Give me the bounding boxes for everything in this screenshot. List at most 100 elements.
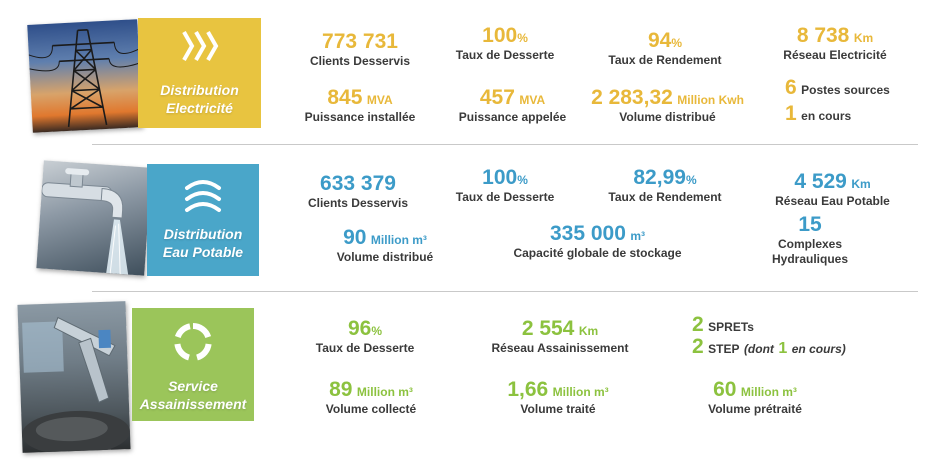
stat-value: 90 — [343, 226, 367, 249]
water-waves-icon — [185, 180, 221, 212]
stat-label: Volume collecté — [325, 402, 417, 416]
stat-value: 8 738 — [796, 24, 850, 47]
stat-value: 2 — [692, 335, 704, 358]
stat-elec-desserte: 100% Taux de Desserte — [440, 24, 570, 63]
stat-elec-en-cours: 1 en cours — [785, 102, 851, 126]
stat-unit: % — [685, 173, 697, 187]
water-tile: Distribution Eau Potable — [147, 164, 259, 276]
sanitation-title-line2: Assainissement — [139, 396, 247, 412]
electricity-waves-icon — [182, 31, 219, 61]
stat-value: 94 — [647, 29, 672, 52]
stat-label: Volume distribué — [336, 250, 434, 264]
stat-elec-puissance-installee: 845 MVA Puissance installée — [290, 86, 430, 125]
stat-label: Capacité globale de stockage — [513, 246, 682, 260]
stat-elec-reseau: 8 738 Km Réseau Electricité — [765, 24, 905, 63]
stat-unit: Km — [853, 31, 874, 45]
stat-unit: Km — [578, 324, 599, 338]
stat-label: Volume distribué — [619, 110, 716, 124]
recycle-ring-icon — [174, 323, 212, 361]
stat-water-rendement: 82,99% Taux de Rendement — [595, 166, 735, 205]
stat-value: 2 283,32 — [591, 86, 673, 109]
water-title-line1: Distribution — [163, 226, 243, 242]
stat-unit: % — [517, 31, 528, 45]
stat-unit: Million m³ — [356, 385, 413, 399]
stat-label: Taux de Desserte — [315, 341, 415, 355]
stat-unit: Million m³ — [552, 385, 609, 399]
stat-unit: Km — [851, 177, 871, 191]
electricity-tile: Distribution Electricité — [138, 18, 261, 128]
stat-value: 82,99 — [633, 166, 686, 189]
stat-value: 4 529 — [794, 170, 847, 193]
stat-label: Volume prétraité — [708, 402, 802, 416]
stat-note-value: 1 — [778, 340, 788, 357]
electricity-title-line2: Electricité — [166, 100, 233, 116]
water-title-line2: Eau Potable — [162, 244, 244, 260]
stat-value: 89 — [329, 378, 353, 401]
stat-label: Taux de Desserte — [455, 190, 555, 204]
stat-label: STEP — [708, 342, 740, 356]
stat-value: 6 — [785, 76, 797, 99]
stat-value: 633 379 — [320, 172, 396, 195]
water-tap-photo — [36, 160, 152, 276]
stat-elec-clients: 773 731 Clients Desservis — [290, 30, 430, 69]
stat-label: SPRETs — [708, 320, 754, 334]
stat-elec-rendement: 94% Taux de Rendement — [595, 29, 735, 68]
stat-value: 1 — [785, 102, 797, 125]
stat-value: 773 731 — [322, 30, 398, 53]
stat-label-line2: Hydrauliques — [771, 252, 849, 266]
stat-water-complexes: 15 Complexes Hydrauliques — [755, 213, 865, 267]
stat-value: 2 — [692, 313, 704, 336]
stat-label: en cours — [801, 109, 852, 123]
stat-label: Clients Desservis — [309, 54, 411, 68]
sanitation-tile: Service Assainissement — [132, 308, 254, 421]
stat-elec-postes: 6 Postes sources — [785, 76, 890, 100]
stat-value: 60 — [713, 378, 737, 401]
stat-water-clients: 633 379 Clients Desservis — [288, 172, 428, 211]
stat-value: 457 — [479, 86, 515, 109]
stat-value: 845 — [327, 86, 363, 109]
stat-label: Taux de Desserte — [455, 48, 555, 62]
stat-unit: % — [371, 324, 383, 338]
stat-label: Taux de Rendement — [608, 53, 722, 67]
stat-unit: MVA — [366, 93, 393, 107]
stat-water-desserte: 100% Taux de Desserte — [440, 166, 570, 205]
stat-label-line1: Complexes — [777, 237, 843, 251]
stat-san-traite: 1,66 Million m³ Volume traité — [483, 378, 633, 417]
stat-san-reseau: 2 554 Km Réseau Assainissement — [485, 317, 635, 356]
stat-unit: Million Kwh — [677, 93, 744, 107]
stat-value: 1,66 — [507, 378, 549, 401]
stat-elec-puissance-appelee: 457 MVA Puissance appelée — [445, 86, 580, 125]
stat-unit: MVA — [519, 93, 546, 107]
electricity-photo — [27, 19, 143, 133]
stat-value: 335 000 — [549, 222, 626, 245]
stat-unit: m³ — [630, 229, 646, 243]
stat-label: Réseau Assainissement — [491, 341, 629, 355]
stat-note-prefix: (dont — [743, 342, 774, 356]
stat-san-sprets: 2 SPRETs — [692, 313, 754, 337]
stat-san-pretraite: 60 Million m³ Volume prétraité — [680, 378, 830, 417]
stat-unit: Million m³ — [370, 233, 427, 247]
sanitation-title-line1: Service — [168, 378, 218, 394]
stat-label: Clients Desservis — [307, 196, 409, 210]
stat-label: Volume traité — [520, 402, 596, 416]
stat-san-collecte: 89 Million m³ Volume collecté — [296, 378, 446, 417]
stat-label: Réseau Electricité — [783, 48, 887, 62]
section-divider — [92, 291, 918, 292]
stat-value: 2 554 — [521, 317, 575, 340]
stat-san-desserte: 96% Taux de Desserte — [295, 317, 435, 356]
stat-value: 96 — [347, 317, 372, 340]
sanitation-photo — [17, 301, 131, 453]
stat-note-suffix: en cours) — [791, 342, 846, 356]
stat-unit: % — [517, 173, 528, 187]
stat-label: Puissance appelée — [458, 110, 567, 124]
stat-water-stockage: 335 000 m³ Capacité globale de stockage — [500, 222, 695, 261]
tap-illustration — [41, 168, 129, 275]
stat-value: 15 — [798, 213, 822, 236]
stat-label: Réseau Eau Potable — [775, 194, 890, 208]
stat-unit: % — [671, 36, 683, 50]
electricity-title-line1: Distribution — [160, 82, 239, 98]
stat-water-volume: 90 Million m³ Volume distribué — [310, 226, 460, 265]
stat-value: 100 — [482, 166, 518, 189]
section-divider — [92, 144, 918, 145]
pylon-illustration — [28, 29, 140, 127]
